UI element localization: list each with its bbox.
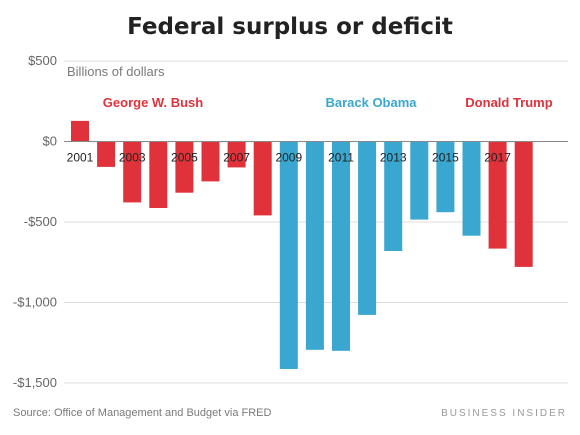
bar-2003 [123,141,142,203]
bar-2002 [97,141,116,167]
bar-2004 [149,141,168,208]
bar-2010 [305,141,324,350]
bar-2013 [384,141,403,251]
source-note: Source: Office of Management and Budget … [13,407,271,419]
x-tick-label: 2017 [484,151,511,165]
x-tick-label: 2003 [119,151,146,165]
chart-title: Federal surplus or deficit [127,14,453,40]
bar-2012 [358,141,377,315]
bar-2018 [514,141,533,267]
bar-2008 [253,141,272,216]
era-label-trump: Donald Trump [465,95,552,110]
bar-2006 [201,141,220,182]
x-tick-label: 2009 [275,151,302,165]
era-label-bush: George W. Bush [103,95,203,110]
bar-2009 [279,141,298,369]
x-tick-label: 2001 [67,151,94,165]
x-axis-ticks: 2001 2003 2005 2007 2009 2011 2013 2015 2017 [67,151,512,165]
x-tick-label: 2011 [328,151,354,165]
bars [71,120,533,369]
bar-2016 [462,141,481,236]
bar-2014 [410,141,429,220]
bar-2007 [227,141,246,168]
y-axis-ticks: $500 $0 -$500 -$1,000 -$1,500 [13,53,57,390]
brand-logo: BUSINESS INSIDER [441,408,567,419]
era-label-obama: Barack Obama [325,95,417,110]
unit-label: Billions of dollars [67,64,165,79]
y-tick-label: -$500 [24,214,57,229]
x-tick-label: 2013 [380,151,407,165]
bar-2015 [436,141,455,213]
x-tick-label: 2005 [171,151,198,165]
y-tick-label: $500 [28,53,57,68]
y-tick-label: -$1,000 [13,295,57,310]
x-tick-label: 2007 [223,151,250,165]
y-tick-label: -$1,500 [13,375,57,390]
y-tick-label: $0 [43,134,57,149]
bar-2011 [332,141,350,351]
bar-2017 [488,141,507,249]
x-tick-label: 2015 [432,151,459,165]
bar-2001 [71,120,89,142]
bar-2005 [175,141,194,193]
